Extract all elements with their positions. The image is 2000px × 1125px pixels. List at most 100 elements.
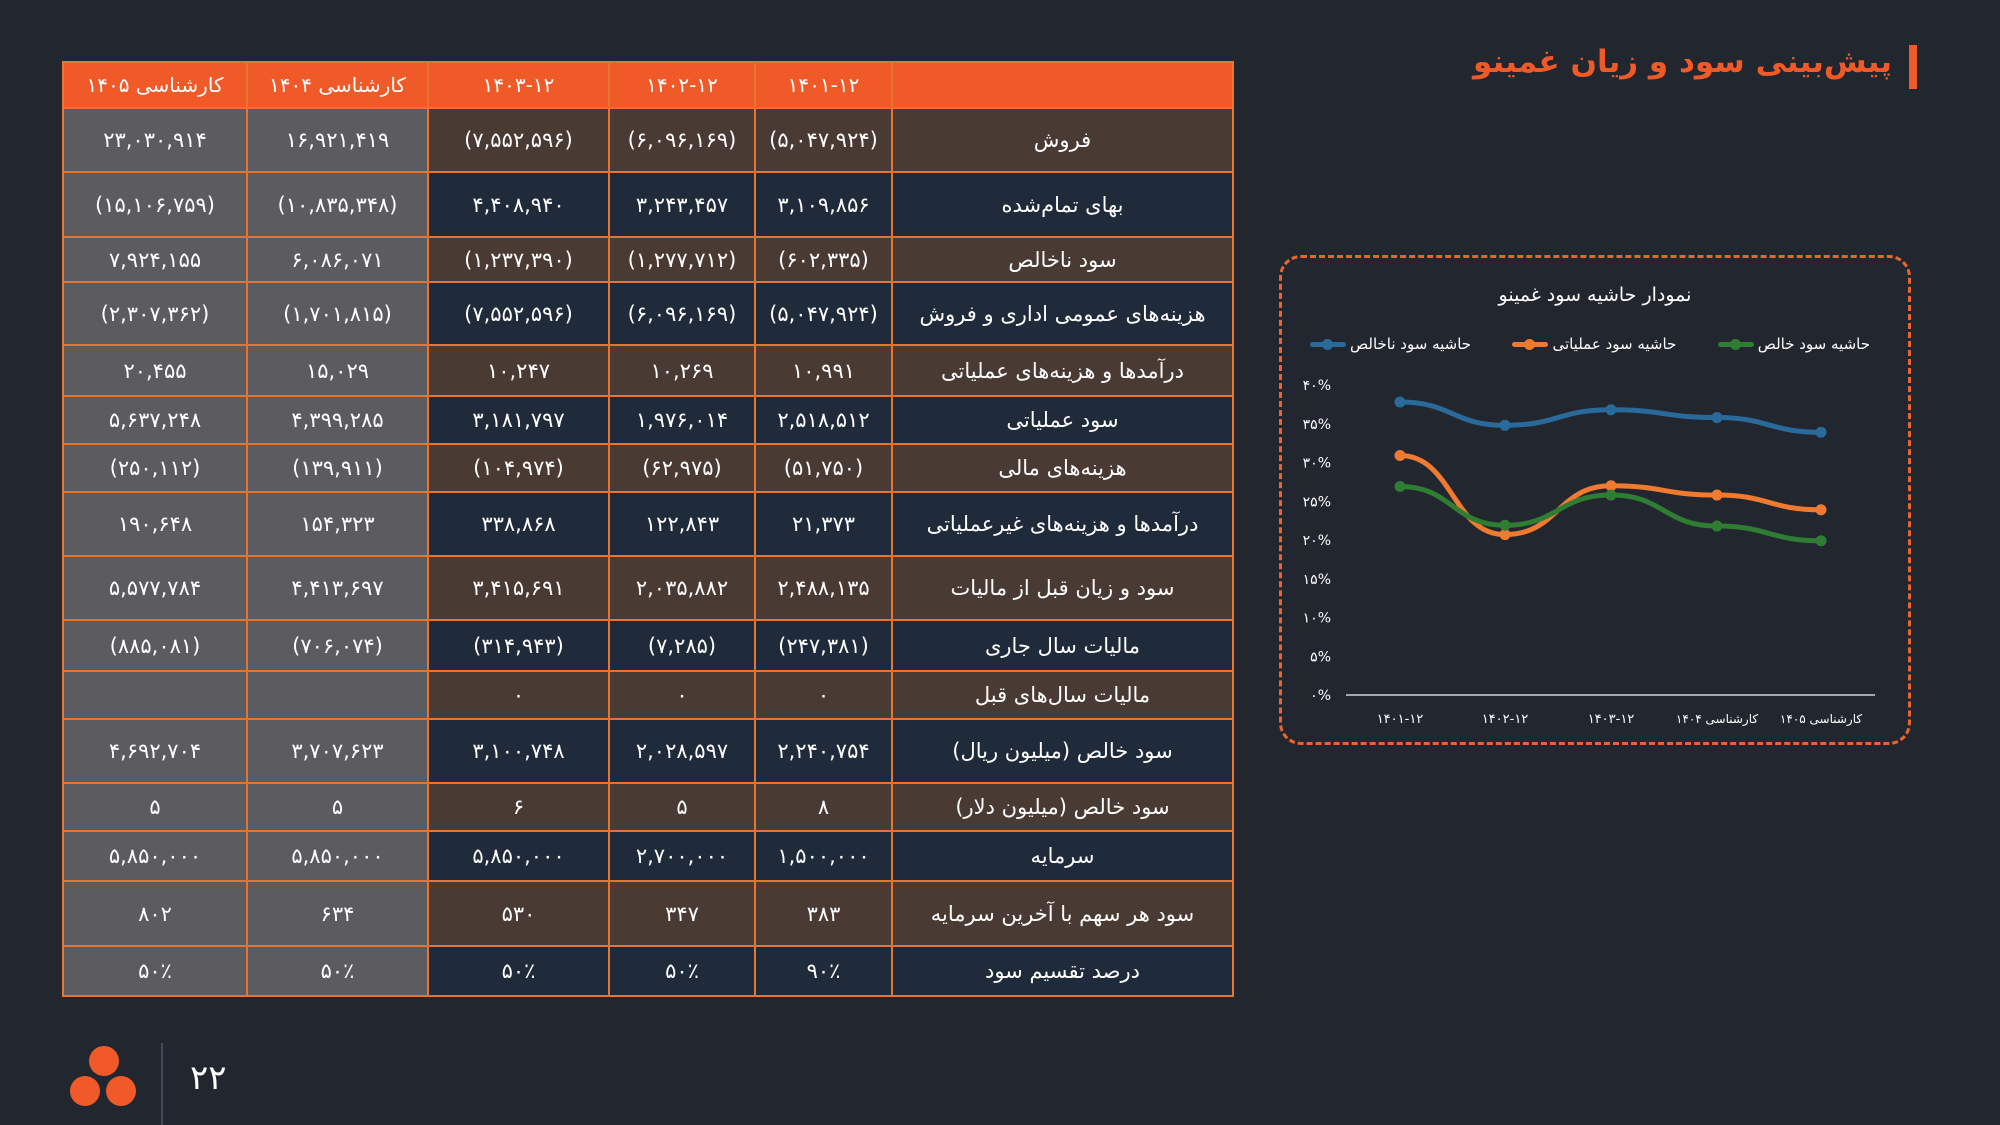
row-label: درآمدها و هزینه‌های عملیاتی: [891, 344, 1234, 397]
table-cell: ۲,۲۴۰,۷۵۴: [754, 718, 893, 784]
table-cell: ۵: [608, 782, 756, 832]
table-row: سود عملیاتی ۲,۵۱۸,۵۱۲ ۱,۹۷۶,۰۱۴ ۳,۱۸۱,۷۹۷ ۴,…: [62, 395, 1234, 445]
row-label: مالیات سال‌های قبل: [891, 670, 1234, 720]
table-cell: ۸: [754, 782, 893, 832]
table-row: فروش (۵,۰۴۷,۹۲۴) (۶,۰۹۶,۱۶۹) (۷,۵۵۲,۵۹۶) ۱۶,…: [62, 107, 1234, 173]
table-cell: (۷,۵۵۲,۵۹۶): [427, 107, 610, 173]
row-label: سرمایه: [891, 830, 1234, 882]
legend-swatch-icon: [1512, 338, 1549, 350]
table-cell: ۵۰٪: [62, 945, 248, 997]
table-cell: ۳۳۸,۸۶۸: [427, 491, 610, 557]
y-tick-label: ۳۵%: [1303, 417, 1331, 433]
table-cell: ۱۶,۹۲۱,۴۱۹: [246, 107, 429, 173]
table-cell: (۲۵۰,۱۱۲): [62, 443, 248, 493]
table-cell: ۵: [246, 782, 429, 832]
table-header-row: ۱۴۰۱-۱۲ ۱۴۰۲-۱۲ ۱۴۰۳-۱۲ کارشناسی ۱۴۰۴ کارشنا…: [62, 61, 1234, 109]
data-point: [1605, 480, 1617, 492]
row-label: فروش: [891, 107, 1234, 173]
profit-loss-table: ۱۴۰۱-۱۲ ۱۴۰۲-۱۲ ۱۴۰۳-۱۲ کارشناسی ۱۴۰۴ کارشنا…: [62, 61, 1234, 997]
series-line: [1397, 453, 1824, 538]
column-header: ۱۴۰۱-۱۲: [754, 61, 893, 109]
table-cell: ۲,۰۲۸,۵۹۷: [608, 718, 756, 784]
table-cell: ۵۰٪: [608, 945, 756, 997]
table-cell: ۴,۳۹۹,۲۸۵: [246, 395, 429, 445]
data-point: [1711, 520, 1723, 532]
table-cell: ۱۵,۰۲۹: [246, 344, 429, 397]
table-cell: ۹۰٪: [754, 945, 893, 997]
table-cell: ۱۰,۲۴۷: [427, 344, 610, 397]
table-cell: (۷۰۶,۰۷۴): [246, 619, 429, 672]
y-tick-label: ۱۰%: [1303, 611, 1331, 627]
table-row: درآمدها و هزینه‌های غیرعملیاتی ۲۱,۳۷۳ ۱۲۲,…: [62, 491, 1234, 557]
table-cell: (۱۰,۸۳۵,۳۴۸): [246, 171, 429, 238]
page-title: پیش‌بینی سود و زیان غمینو: [1473, 44, 1892, 80]
x-tick-label: ۱۴۰۱-۱۲: [1377, 712, 1424, 727]
table-cell: ۱۵۴,۳۲۳: [246, 491, 429, 557]
table-cell: (۱۵,۱۰۶,۷۵۹): [62, 171, 248, 238]
legend-item: حاشیه سود عملیاتی: [1512, 335, 1676, 353]
table-cell: (۶۲,۹۷۵): [608, 443, 756, 493]
table-row: سود و زیان قبل از مالیات ۲,۴۸۸,۱۳۵ ۲,۰۳۵,۸…: [62, 555, 1234, 621]
table-cell: ۵۳۰: [427, 880, 610, 947]
table-cell: (۵,۰۴۷,۹۲۴): [754, 107, 893, 173]
data-point: [1605, 404, 1617, 416]
table-cell: ۳,۲۴۳,۴۵۷: [608, 171, 756, 238]
table-cell: ۴,۴۰۸,۹۴۰: [427, 171, 610, 238]
y-tick-label: ۵%: [1310, 649, 1331, 665]
row-label: سود عملیاتی: [891, 395, 1234, 445]
table-cell: ۱,۹۷۶,۰۱۴: [608, 395, 756, 445]
data-point: [1394, 450, 1406, 462]
table-row: سرمایه ۱,۵۰۰,۰۰۰ ۲,۷۰۰,۰۰۰ ۵,۸۵۰,۰۰۰ ۵,۸۵۰,۰…: [62, 830, 1234, 882]
data-point: [1815, 535, 1827, 547]
chart-title: نمودار حاشیه سود غمینو: [1498, 284, 1692, 306]
data-point: [1394, 396, 1406, 408]
table-cell: [62, 670, 248, 720]
table-cell: ۶,۰۸۶,۰۷۱: [246, 236, 429, 283]
table-row: هزینه‌های عمومی اداری و فروش (۵,۰۴۷,۹۲۴)(…: [62, 281, 1234, 346]
table-cell: ۸۰۲: [62, 880, 248, 947]
title-accent-bar: [1909, 45, 1917, 89]
chart-container: [1279, 255, 1911, 745]
table-cell: ۳۸۳: [754, 880, 893, 947]
legend-item: حاشیه سود ناخالص: [1310, 335, 1471, 353]
table-cell: ۳,۱۰۹,۸۵۶: [754, 171, 893, 238]
table-row: سود خالص (میلیون ریال) ۲,۲۴۰,۷۵۴ ۲,۰۲۸,۵۹۷…: [62, 718, 1234, 784]
row-label: سود ناخالص: [891, 236, 1234, 283]
table-cell: (۱,۲۷۷,۷۱۲): [608, 236, 756, 283]
table-row: بهای تمام‌شده ۳,۱۰۹,۸۵۶ ۳,۲۴۳,۴۵۷ ۴,۴۰۸,۹۴۰…: [62, 171, 1234, 238]
table-row: درصد تقسیم سود ۹۰٪ ۵۰٪ ۵۰٪ ۵۰٪ ۵۰٪: [62, 945, 1234, 997]
table-cell: (۶,۰۹۶,۱۶۹): [608, 107, 756, 173]
table-cell: ۰: [427, 670, 610, 720]
y-tick-label: ۲۵%: [1303, 494, 1331, 510]
table-cell: ۲۰,۴۵۵: [62, 344, 248, 397]
table-cell: (۶,۰۹۶,۱۶۹): [608, 281, 756, 346]
column-header: کارشناسی ۱۴۰۴: [246, 61, 429, 109]
table-cell: ۵,۸۵۰,۰۰۰: [246, 830, 429, 882]
row-label: مالیات سال جاری: [891, 619, 1234, 672]
table-cell: (۵,۰۴۷,۹۲۴): [754, 281, 893, 346]
page-number: ۲۲: [190, 1058, 227, 1098]
legend-swatch-icon: [1717, 338, 1754, 350]
data-point: [1711, 489, 1723, 501]
data-point: [1394, 481, 1406, 493]
row-label: بهای تمام‌شده: [891, 171, 1234, 238]
y-tick-label: ۰%: [1310, 688, 1331, 704]
row-label: سود خالص (میلیون ریال): [891, 718, 1234, 784]
table-cell: ۰: [608, 670, 756, 720]
legend-label: حاشیه سود عملیاتی: [1552, 335, 1677, 353]
legend-item: حاشیه سود خالص: [1717, 335, 1870, 353]
row-label: درآمدها و هزینه‌های غیرعملیاتی: [891, 491, 1234, 557]
table-cell: ۲,۰۳۵,۸۸۲: [608, 555, 756, 621]
table-cell: ۳۴۷: [608, 880, 756, 947]
table-row: سود ناخالص (۶۰۲,۳۳۵) (۱,۲۷۷,۷۱۲) (۱,۲۳۷,۳۹۰…: [62, 236, 1234, 283]
table-cell: ۱۰,۲۶۹: [608, 344, 756, 397]
table-cell: ۴,۶۹۲,۷۰۴: [62, 718, 248, 784]
table-cell: ۳,۷۰۷,۶۲۳: [246, 718, 429, 784]
row-label: سود خالص (میلیون دلار): [891, 782, 1234, 832]
table-row: درآمدها و هزینه‌های عملیاتی ۱۰,۹۹۱ ۱۰,۲۶۹ ۱…: [62, 344, 1234, 397]
table-cell: ۰: [754, 670, 893, 720]
row-label: درصد تقسیم سود: [891, 945, 1234, 997]
column-header: کارشناسی ۱۴۰۵: [62, 61, 248, 109]
y-tick-label: ۳۰%: [1303, 456, 1331, 472]
y-tick-label: ۴۰%: [1303, 378, 1331, 394]
